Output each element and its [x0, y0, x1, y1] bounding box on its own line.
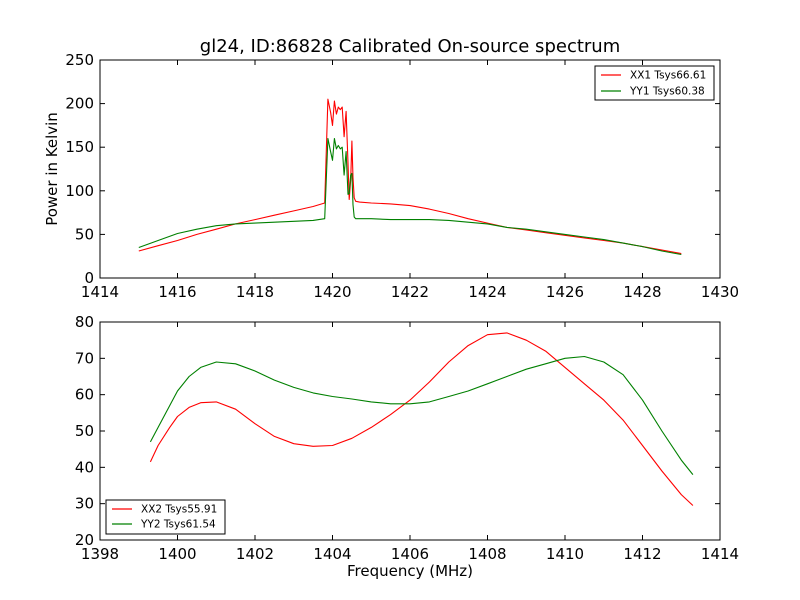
series-line-2 — [138, 137, 682, 256]
series-line-2 — [149, 355, 694, 475]
x-tick-label: 1426 — [546, 283, 584, 301]
y-tick-label: 30 — [75, 495, 94, 513]
x-tick-label: 1400 — [158, 545, 196, 563]
y-tick-label: 60 — [75, 386, 94, 404]
x-tick-label: 1414 — [81, 283, 119, 301]
chart-title: gl24, ID:86828 Calibrated On-source spec… — [200, 36, 620, 57]
bottom-legend: XX2 Tsys55.91 YY2 Tsys61.54 — [105, 499, 226, 535]
x-tick-label: 1412 — [623, 545, 661, 563]
x-tick-label: 1408 — [468, 545, 506, 563]
y-tick-label: 80 — [75, 313, 94, 331]
legend-box — [594, 65, 715, 101]
x-axis-label: Frequency (MHz) — [347, 562, 473, 580]
y-tick-label: 50 — [75, 422, 94, 440]
y-tick-label: 250 — [65, 51, 94, 69]
x-tick-label: 1410 — [546, 545, 584, 563]
bottom-plot-area — [149, 332, 694, 506]
y-tick-label: 20 — [75, 531, 94, 549]
top-chart: gl24, ID:86828 Calibrated On-source spec… — [43, 36, 739, 301]
y-tick-label: 100 — [65, 182, 94, 200]
x-tick-label: 1406 — [391, 545, 429, 563]
legend-label-yy1: YY1 Tsys60.38 — [629, 86, 705, 98]
y-axis-label: Power in Kelvin — [43, 112, 61, 226]
bottom-chart: Frequency (MHz) XX2 Tsys55.91 YY2 Tsys61… — [75, 313, 739, 580]
y-tick-label: 50 — [75, 225, 94, 243]
x-tick-label: 1428 — [623, 283, 661, 301]
series-line-1 — [149, 332, 694, 506]
legend-box — [105, 499, 226, 535]
y-tick-label: 200 — [65, 95, 94, 113]
y-tick-label: 0 — [84, 269, 94, 287]
legend-label-yy2: YY2 Tsys61.54 — [140, 519, 216, 531]
x-tick-label: 1404 — [313, 545, 351, 563]
y-tick-label: 70 — [75, 349, 94, 367]
x-tick-label: 1414 — [701, 545, 739, 563]
legend-label-xx2: XX2 Tsys55.91 — [141, 504, 217, 516]
top-plot-area — [138, 98, 682, 256]
top-legend: XX1 Tsys66.61 YY1 Tsys60.38 — [594, 65, 715, 101]
y-tick-label: 40 — [75, 458, 94, 476]
x-tick-label: 1424 — [468, 283, 506, 301]
legend-label-xx1: XX1 Tsys66.61 — [630, 70, 706, 82]
x-tick-label: 1418 — [236, 283, 274, 301]
x-tick-label: 1420 — [313, 283, 351, 301]
x-tick-label: 1422 — [391, 283, 429, 301]
x-tick-label: 1430 — [701, 283, 739, 301]
x-tick-label: 1402 — [236, 545, 274, 563]
x-tick-label: 1416 — [158, 283, 196, 301]
y-tick-label: 150 — [65, 138, 94, 156]
x-tick-label: 1398 — [81, 545, 119, 563]
